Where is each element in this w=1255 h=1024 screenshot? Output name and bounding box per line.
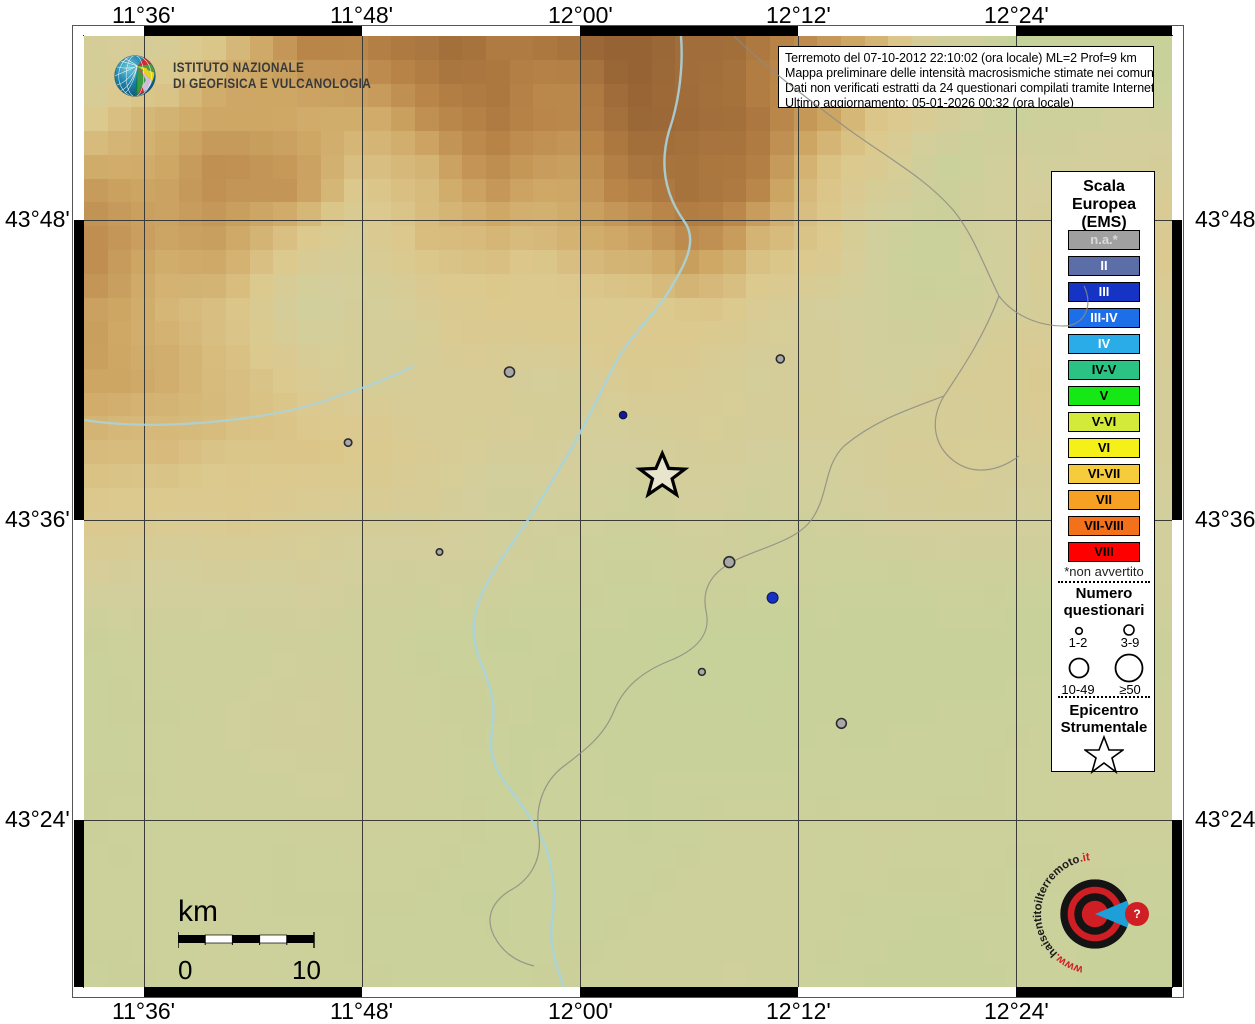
svg-text:?: ? [1133,907,1140,921]
